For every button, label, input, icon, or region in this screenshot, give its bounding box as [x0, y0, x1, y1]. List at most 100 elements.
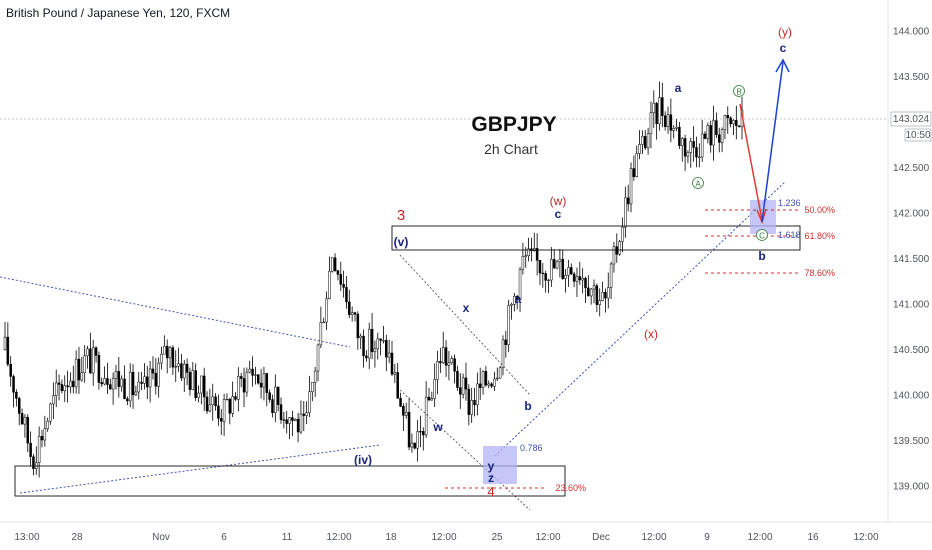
- triangle-lower-trendline: [19, 444, 381, 494]
- candle-body: [476, 383, 479, 406]
- time-tick-label: Nov: [152, 532, 170, 543]
- price-tick-label: 141.000: [893, 300, 930, 311]
- candle-body: [695, 147, 698, 158]
- candle-body: [365, 355, 368, 359]
- candle-body: [629, 168, 633, 205]
- candle-body: [134, 391, 138, 396]
- candle-body: [140, 381, 143, 384]
- time-axis: 13:00 28 Nov 6 11 12:00 18 12:00 25 12:00 Dec 12:00…: [14, 532, 878, 543]
- candle-body: [9, 364, 12, 377]
- candle-body: [319, 322, 323, 346]
- candle-body: [641, 136, 644, 145]
- candle-body: [15, 391, 18, 399]
- candle-body: [151, 368, 155, 374]
- candle-body: [146, 376, 149, 388]
- candle-body: [712, 120, 715, 146]
- rising-trendline: [494, 181, 786, 457]
- candle-body: [496, 377, 499, 380]
- time-tick-label: 9: [704, 532, 710, 543]
- chart-overlay-title: GBPJPY: [471, 113, 556, 136]
- chart-symbol-title: British Pound / Japanese Yen, 120, FXCM: [6, 6, 231, 20]
- candle-body: [572, 273, 576, 282]
- candle-body: [100, 382, 103, 385]
- candle-body: [456, 371, 459, 388]
- candle-body: [148, 368, 152, 388]
- projection-arrow-up: [761, 61, 784, 223]
- candle-body: [444, 347, 448, 366]
- candle-body: [322, 321, 325, 324]
- wave-label-iv: (iv): [354, 453, 372, 467]
- candle-body: [97, 355, 101, 383]
- candle-body: [501, 339, 505, 369]
- candle-body: [72, 380, 75, 388]
- candle-body: [83, 355, 86, 374]
- resistance-zone-box: [391, 225, 801, 251]
- wave-label-a-low: a: [515, 292, 522, 306]
- wave-label-x-paren: (x): [644, 327, 658, 341]
- candle-body: [231, 396, 234, 414]
- candle-body: [86, 348, 89, 357]
- candle-body: [379, 338, 382, 341]
- candle-body: [330, 257, 334, 272]
- candle-body: [518, 269, 522, 300]
- candle-body: [348, 301, 351, 316]
- candle-body: [430, 398, 434, 401]
- candle-body: [165, 346, 169, 359]
- candle-body: [387, 352, 391, 358]
- candle-body: [191, 370, 195, 390]
- projection-arrowhead-up: [775, 58, 790, 73]
- fib-label-23-6: 23.60%: [555, 483, 586, 493]
- candle-body: [715, 120, 718, 136]
- candle-body: [103, 378, 106, 385]
- candle-body: [259, 382, 263, 388]
- candle-body: [296, 418, 300, 433]
- candle-body: [550, 259, 553, 281]
- candle-body: [251, 368, 254, 376]
- candle-body: [447, 362, 451, 366]
- candle-body: [325, 298, 328, 323]
- candle-body: [507, 305, 510, 346]
- candle-body: [137, 381, 140, 393]
- candle-body: [604, 291, 607, 299]
- candle-body: [644, 136, 647, 149]
- candle-body: [723, 115, 727, 130]
- candle-body: [589, 288, 593, 297]
- projection-arrow-down: [739, 103, 763, 221]
- candle-body: [459, 387, 462, 395]
- candle-body: [527, 248, 530, 257]
- candle-body: [228, 398, 232, 414]
- candle-body: [419, 431, 422, 433]
- wave-c-circled-label: C: [759, 232, 765, 241]
- channel-upper-line: [399, 254, 531, 396]
- candle-body: [666, 114, 670, 127]
- wave-b-circle: [733, 85, 745, 97]
- price-tick-label: 143.500: [893, 72, 930, 83]
- candle-body: [396, 372, 399, 399]
- candle-body: [217, 405, 220, 419]
- candle-body: [313, 370, 317, 383]
- candle-body: [683, 138, 687, 157]
- candle-body: [54, 382, 58, 396]
- candle-body: [504, 339, 508, 346]
- price-tick-label: 139.500: [893, 436, 930, 447]
- candle-body: [46, 420, 49, 430]
- candle-body: [703, 133, 707, 139]
- candle-body: [513, 295, 516, 305]
- candle-body: [74, 358, 78, 388]
- candle-body: [609, 263, 613, 288]
- candle-body: [439, 361, 442, 364]
- candle-body: [407, 411, 411, 448]
- time-tick-label: 12:00: [535, 532, 560, 543]
- candle-body: [265, 373, 269, 393]
- candle-body: [558, 258, 562, 263]
- candle-body: [646, 133, 650, 149]
- fib-ext-1236-label: 1.236: [778, 198, 801, 208]
- current-price-label: 143.024: [893, 114, 930, 125]
- candle-body: [555, 261, 559, 269]
- candle-body: [706, 125, 710, 139]
- candle-body: [94, 347, 98, 356]
- candle-body: [720, 129, 724, 143]
- candle-body: [561, 258, 564, 279]
- target-zone-low: [483, 446, 517, 484]
